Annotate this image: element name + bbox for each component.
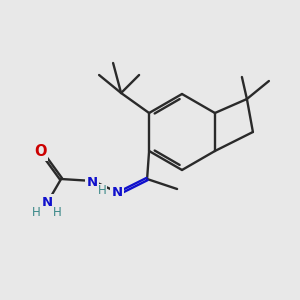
Text: H: H [98, 184, 106, 197]
Text: N: N [86, 176, 98, 188]
Text: H: H [53, 206, 62, 218]
Text: H: H [32, 206, 40, 218]
Text: O: O [34, 145, 46, 160]
Text: N: N [112, 187, 123, 200]
Text: N: N [41, 196, 53, 208]
